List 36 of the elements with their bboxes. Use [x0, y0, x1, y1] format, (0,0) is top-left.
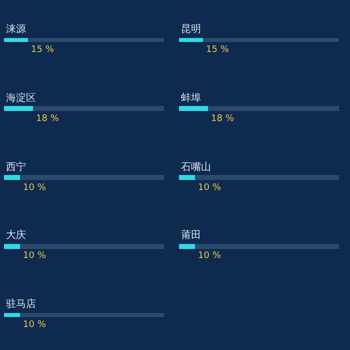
bar — [20, 244, 164, 249]
bar — [179, 175, 195, 180]
bar — [179, 106, 208, 111]
data-label: 10 % — [23, 183, 46, 193]
data-label: 10 % — [198, 251, 222, 261]
data-label: 15 % — [31, 45, 54, 55]
bar — [28, 38, 164, 42]
bar — [20, 313, 164, 317]
category-label: 海淀区 — [6, 93, 36, 104]
bar — [203, 38, 339, 42]
bar — [195, 244, 339, 249]
category-label: 大庆 — [6, 230, 26, 241]
category-label: 涞源 — [6, 24, 26, 35]
bar — [208, 106, 339, 111]
data-label: 10 % — [23, 251, 46, 261]
bar — [179, 244, 195, 249]
data-label: 15 % — [206, 45, 230, 55]
data-label: 18 % — [211, 114, 234, 124]
bar — [195, 175, 339, 180]
bar — [20, 175, 164, 180]
category-label: 石嘴山 — [181, 162, 211, 173]
category-label: 西宁 — [6, 162, 26, 173]
bar — [4, 313, 20, 317]
bar — [4, 175, 20, 180]
data-label: 18 % — [36, 114, 60, 124]
bar — [33, 106, 164, 111]
bar — [4, 244, 20, 249]
bar — [179, 38, 203, 42]
data-label: 10 % — [198, 183, 222, 193]
category-label: 蚌埠 — [181, 93, 201, 104]
category-label: 莆田 — [181, 230, 201, 241]
bar — [4, 106, 33, 111]
bar — [4, 38, 28, 42]
category-label: 昆明 — [181, 24, 201, 35]
category-label: 驻马店 — [6, 299, 36, 310]
data-label: 10 % — [23, 320, 46, 330]
